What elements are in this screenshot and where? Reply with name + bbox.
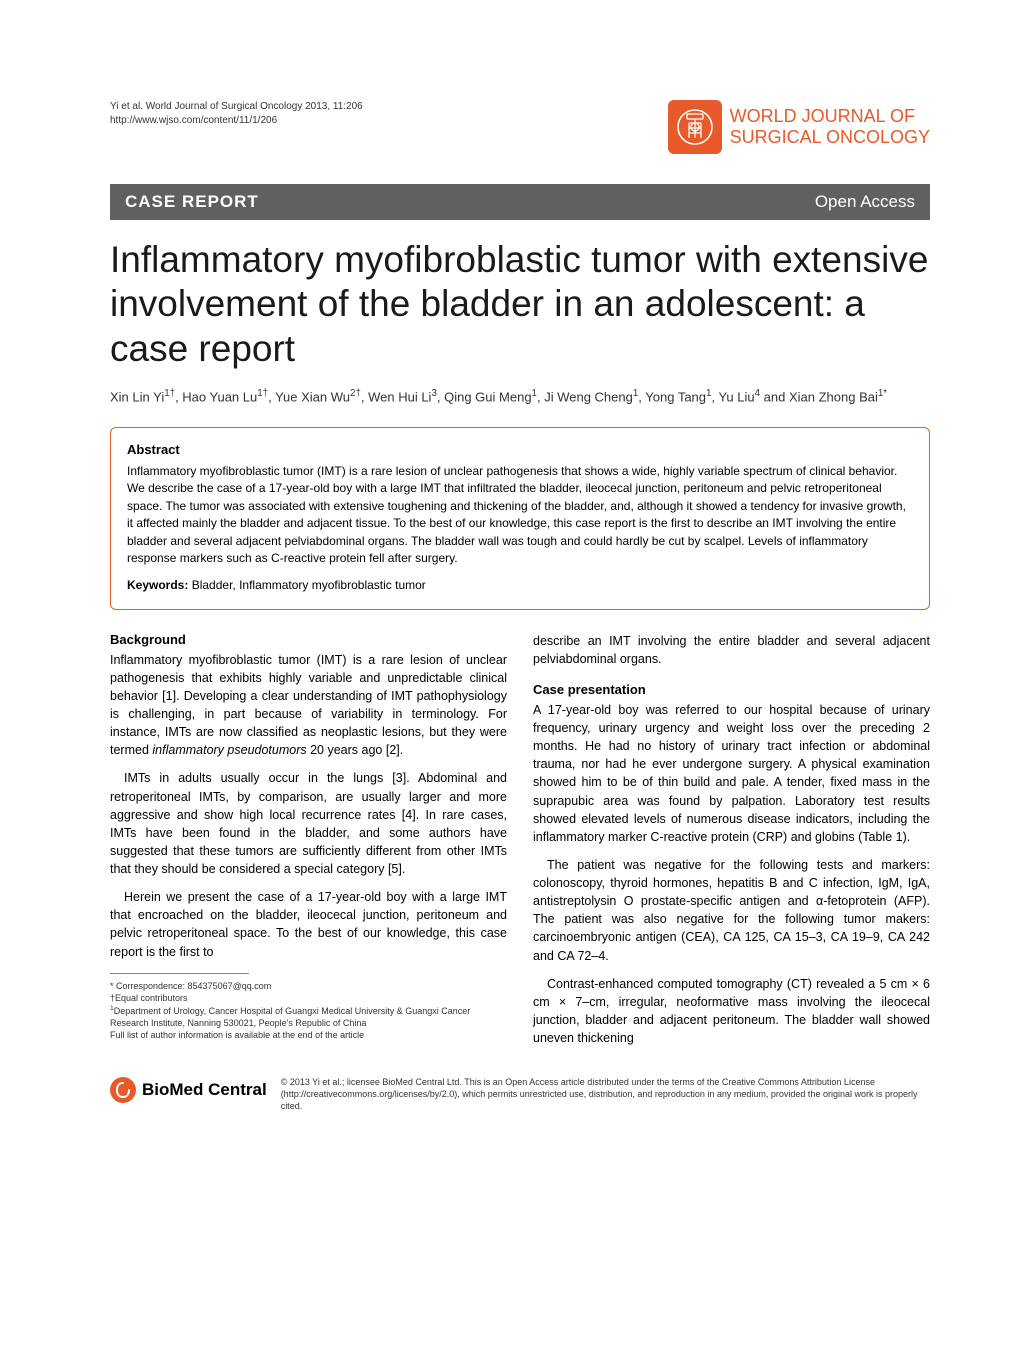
citation-line: Yi et al. World Journal of Surgical Onco… [110,100,363,114]
background-p3: Herein we present the case of a 17-year-… [110,888,507,961]
open-access-label: Open Access [815,192,915,212]
case-p3: Contrast-enhanced computed tomography (C… [533,975,930,1048]
article-type-label: CASE REPORT [125,192,259,212]
footnote-divider [110,973,249,974]
abstract-box: Abstract Inflammatory myofibroblastic tu… [110,427,930,610]
right-column: describe an IMT involving the entire bla… [533,632,930,1058]
abstract-heading: Abstract [127,442,913,457]
journal-logo-icon [668,100,722,154]
keywords-label: Keywords: [127,578,188,592]
background-p3-continuation: describe an IMT involving the entire bla… [533,632,930,668]
abstract-text: Inflammatory myofibroblastic tumor (IMT)… [127,463,913,567]
journal-brand: WORLD JOURNAL OF SURGICAL ONCOLOGY [668,100,930,154]
equal-contrib-footnote: †Equal contributors [110,992,507,1004]
top-header-row: Yi et al. World Journal of Surgical Onco… [110,100,930,154]
case-p1: A 17-year-old boy was referred to our ho… [533,701,930,846]
background-p1: Inflammatory myofibroblastic tumor (IMT)… [110,651,507,760]
case-p2: The patient was negative for the followi… [533,856,930,965]
running-header: Yi et al. World Journal of Surgical Onco… [110,100,363,128]
correspondence-footnote: * Correspondence: 854375067@qq.com [110,980,507,992]
journal-name: WORLD JOURNAL OF SURGICAL ONCOLOGY [730,106,930,147]
bmc-circle-icon [110,1077,136,1103]
article-title: Inflammatory myofibroblastic tumor with … [110,238,930,371]
background-p2: IMTs in adults usually occur in the lung… [110,769,507,878]
left-column: Background Inflammatory myofibroblastic … [110,632,507,1058]
citation-url: http://www.wjso.com/content/11/1/206 [110,114,363,128]
keywords-line: Keywords: Bladder, Inflammatory myofibro… [127,577,913,594]
background-heading: Background [110,632,507,647]
journal-name-line1: WORLD JOURNAL OF [730,106,930,127]
article-type-banner: CASE REPORT Open Access [110,184,930,220]
case-presentation-heading: Case presentation [533,682,930,697]
author-list: Xin Lin Yi1†, Hao Yuan Lu1†, Yue Xian Wu… [110,387,930,407]
body-columns: Background Inflammatory myofibroblastic … [110,632,930,1058]
publisher-name: BioMed Central [142,1080,267,1100]
publisher-logo: BioMed Central [110,1077,267,1103]
affiliation-footnote: 1Department of Urology, Cancer Hospital … [110,1004,507,1029]
license-text: © 2013 Yi et al.; licensee BioMed Centra… [281,1077,930,1112]
full-list-footnote: Full list of author information is avail… [110,1029,507,1041]
journal-name-line2: SURGICAL ONCOLOGY [730,127,930,148]
keywords-text: Bladder, Inflammatory myofibroblastic tu… [192,578,426,592]
footer-row: BioMed Central © 2013 Yi et al.; license… [110,1077,930,1112]
